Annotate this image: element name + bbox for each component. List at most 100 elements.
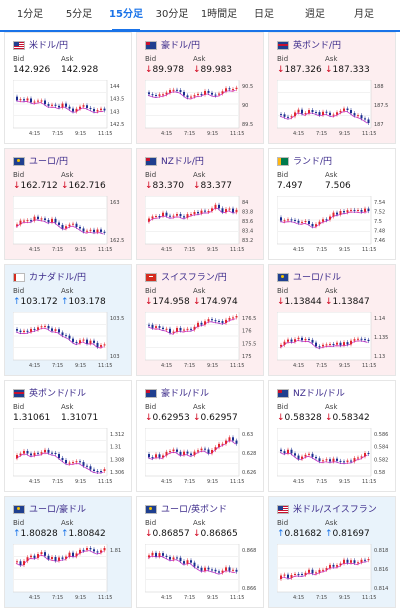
tab-0[interactable]: 1分足 bbox=[16, 9, 44, 20]
candle-body bbox=[72, 552, 74, 557]
candle-body bbox=[339, 342, 342, 346]
candle-body bbox=[197, 322, 199, 327]
x-tick-label: 11:15 bbox=[362, 595, 376, 601]
x-tick-label: 11:15 bbox=[230, 363, 244, 369]
candle-body bbox=[297, 455, 300, 459]
bid-label: Bid bbox=[145, 287, 157, 295]
tab-1[interactable]: 5分足 bbox=[65, 9, 93, 20]
candle-body bbox=[301, 573, 303, 575]
candle-body bbox=[72, 108, 74, 112]
rate-card[interactable]: 米ドル/円 Bid Ask 142.926 142.928 144 143.5 143 142.… bbox=[4, 32, 132, 144]
candle-body bbox=[86, 548, 88, 550]
candle-body bbox=[367, 339, 370, 342]
moving-average-line bbox=[147, 208, 236, 223]
rate-card[interactable]: ユーロ/ドル Bid Ask ↓1.13844 ↓1.13847 1.14 1.135 1.1… bbox=[268, 264, 396, 376]
down-arrow-icon: ↓ bbox=[193, 181, 201, 191]
bid-number: 83.370 bbox=[152, 181, 185, 191]
x-tick-label: 4:15 bbox=[293, 131, 304, 137]
rate-card[interactable]: 米ドル/スイスフラン Bid Ask ↑0.81682 ↑0.81697 0.818 0.8… bbox=[268, 496, 396, 608]
candle-body bbox=[280, 575, 282, 579]
candle-body bbox=[290, 116, 293, 118]
candle-body bbox=[155, 552, 157, 557]
nz-flag-icon bbox=[145, 157, 157, 166]
tab-7[interactable]: 月足 bbox=[354, 9, 374, 20]
rate-card[interactable]: ユーロ/英ポンド Bid Ask ↓0.86857 ↓0.86865 0.868 0.866… bbox=[136, 496, 264, 608]
rate-card[interactable]: 豪ドル/円 Bid Ask ↓89.978 ↓89.983 90.5 90 89.5 4:15 7… bbox=[136, 32, 264, 144]
candle-body bbox=[26, 557, 29, 562]
candle-body bbox=[360, 338, 363, 340]
ask-label: Ask bbox=[325, 171, 338, 179]
tab-6[interactable]: 週足 bbox=[305, 9, 325, 20]
rate-card[interactable]: カナダドル/円 Bid Ask ↑103.172 ↑103.178 103.5 103 4:1… bbox=[4, 264, 132, 376]
candle-body bbox=[58, 105, 60, 108]
candle-body bbox=[79, 106, 81, 109]
candle-body bbox=[40, 552, 43, 555]
candle-body bbox=[82, 339, 85, 341]
rate-card[interactable]: 英ポンド/ドル Bid Ask 1.31061 1.31071 1.312 1.31 1.30… bbox=[4, 380, 132, 492]
candle-body bbox=[37, 100, 39, 102]
x-tick-label: 11:15 bbox=[362, 363, 376, 369]
tab-2[interactable]: 15分足 bbox=[106, 0, 146, 32]
candle-body bbox=[51, 557, 53, 560]
candle-body bbox=[40, 326, 43, 328]
x-tick-label: 11:15 bbox=[362, 247, 376, 253]
down-arrow-icon: ↓ bbox=[277, 65, 285, 75]
rate-card[interactable]: ユーロ/円 Bid Ask ↓162.712 ↓162.716 163 162.5 4:15 7… bbox=[4, 148, 132, 260]
candle-body bbox=[357, 457, 359, 459]
candle-body bbox=[26, 450, 29, 454]
y-tick-label: 187.5 bbox=[374, 103, 388, 109]
candle-body bbox=[294, 112, 296, 117]
tab-4[interactable]: 1時間足 bbox=[200, 9, 238, 20]
ask-label: Ask bbox=[193, 519, 206, 527]
y-tick-label: 175 bbox=[242, 354, 252, 360]
bid-label: Bid bbox=[277, 55, 289, 63]
candle-body bbox=[197, 450, 199, 452]
ask-value: ↓187.333 bbox=[325, 65, 370, 75]
ask-label: Ask bbox=[325, 287, 338, 295]
rate-card[interactable]: スイスフラン/円 Bid Ask ↓174.958 ↓174.974 176.5 176 17… bbox=[136, 264, 264, 376]
candle-body bbox=[96, 342, 99, 347]
candle-body bbox=[297, 220, 300, 223]
candle-body bbox=[79, 226, 81, 229]
candle-body bbox=[172, 449, 175, 452]
y-tick-label: 1.81 bbox=[110, 548, 121, 554]
rate-card[interactable]: ユーロ/豪ドル Bid Ask ↑1.80828 ↑1.80842 1.81 4:15 7:1… bbox=[4, 496, 132, 608]
y-tick-label: 0.814 bbox=[374, 586, 388, 592]
candle-body bbox=[207, 449, 210, 454]
candle-body bbox=[148, 555, 150, 558]
bid-value: ↑0.81682 bbox=[277, 529, 322, 539]
y-tick-label: 83.8 bbox=[242, 210, 253, 216]
rate-card[interactable]: ランド/円 Bid Ask 7.497 7.506 7.54 7.52 7.5 7.48 7.46… bbox=[268, 148, 396, 260]
candle-body bbox=[235, 569, 238, 572]
candle-body bbox=[343, 108, 345, 111]
bid-label: Bid bbox=[13, 171, 25, 179]
candle-body bbox=[158, 326, 161, 328]
candle-body bbox=[197, 211, 199, 214]
candle-body bbox=[190, 560, 192, 563]
candle-body bbox=[318, 346, 321, 348]
candle-body bbox=[186, 95, 189, 98]
candle-body bbox=[23, 561, 25, 566]
candle-body bbox=[364, 118, 366, 120]
candle-body bbox=[225, 440, 227, 444]
candle-body bbox=[287, 449, 289, 454]
tab-3[interactable]: 30分足 bbox=[155, 9, 189, 20]
rate-card[interactable]: 豪ドル/ドル Bid Ask ↓0.62953 ↓0.62957 0.63 0.628 0.6… bbox=[136, 380, 264, 492]
candle-body bbox=[332, 343, 335, 345]
rate-card[interactable]: 英ポンド/円 Bid Ask ↓187.326 ↓187.333 188 187.5 187 4… bbox=[268, 32, 396, 144]
candle-body bbox=[235, 316, 238, 318]
rate-card[interactable]: NZドル/円 Bid Ask ↓83.370 ↓83.377 84 83.8 83.6 83.4… bbox=[136, 148, 264, 260]
tab-5[interactable]: 日足 bbox=[254, 9, 274, 20]
bid-number: 162.712 bbox=[20, 181, 58, 191]
candle-body bbox=[329, 564, 331, 569]
bid-label: Bid bbox=[277, 171, 289, 179]
candle-body bbox=[190, 453, 192, 456]
candle-body bbox=[93, 108, 95, 112]
rate-card[interactable]: NZドル/ドル Bid Ask ↓0.58328 ↓0.58342 0.586 0.584 0… bbox=[268, 380, 396, 492]
x-tick-label: 4:15 bbox=[29, 131, 40, 137]
x-tick-label: 4:15 bbox=[29, 595, 40, 601]
candle-body bbox=[179, 327, 182, 331]
ask-label: Ask bbox=[61, 519, 74, 527]
ask-value: 7.506 bbox=[325, 181, 351, 191]
y-tick-label: 143.5 bbox=[110, 97, 124, 103]
